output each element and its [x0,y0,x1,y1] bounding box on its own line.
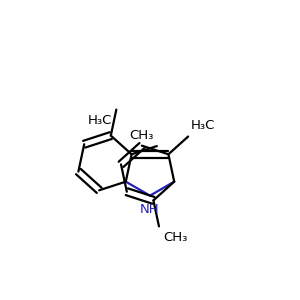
Text: H₃C: H₃C [88,114,112,127]
Text: NH: NH [140,203,160,216]
Text: CH₃: CH₃ [130,129,154,142]
Text: H₃C: H₃C [191,119,215,132]
Text: CH₃: CH₃ [164,231,188,244]
